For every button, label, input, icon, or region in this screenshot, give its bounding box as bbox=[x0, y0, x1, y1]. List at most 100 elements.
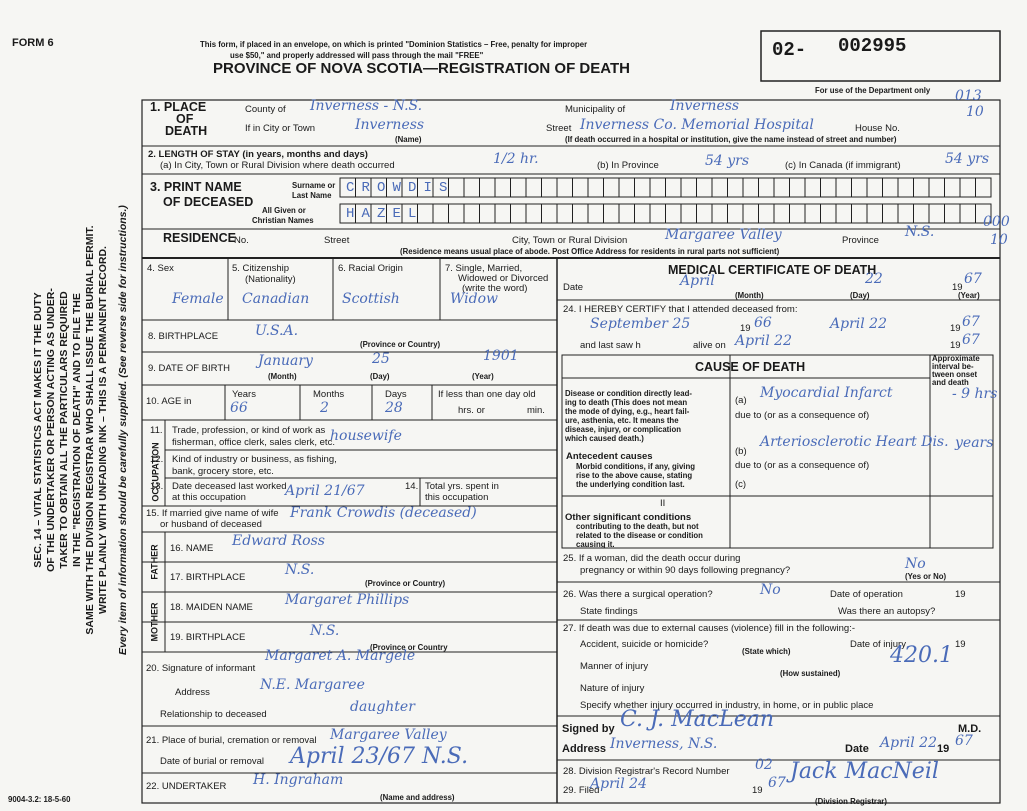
letter-box bbox=[541, 177, 558, 198]
letter-box bbox=[975, 177, 992, 198]
heading-2: OF bbox=[176, 112, 194, 126]
letter-box bbox=[866, 203, 883, 224]
letter-box bbox=[804, 177, 821, 198]
heading: MEDICAL CERTIFICATE OF DEATH bbox=[668, 263, 877, 277]
registrar: Jack MacNeil bbox=[790, 759, 939, 784]
letter-box bbox=[882, 203, 899, 224]
title: PROVINCE OF NOVA SCOTIA—REGISTRATION OF … bbox=[213, 60, 630, 77]
interval: tween onset bbox=[932, 370, 978, 379]
letter-box bbox=[773, 203, 790, 224]
surname-label-2: Last Name bbox=[292, 191, 332, 200]
street-label: Street bbox=[324, 235, 350, 246]
industry-2: bank, grocery store, etc. bbox=[172, 466, 274, 477]
label-2: or husband of deceased bbox=[160, 519, 262, 530]
month-caption: (Month) bbox=[735, 291, 764, 300]
province-label: Province bbox=[842, 235, 879, 246]
given-label-2: Christian Names bbox=[252, 216, 314, 225]
city: Inverness bbox=[355, 117, 425, 133]
letter-box bbox=[851, 203, 868, 224]
address-label: Address bbox=[175, 687, 210, 698]
min: min. bbox=[527, 405, 545, 416]
county: Inverness - N.S. bbox=[310, 98, 423, 114]
year-caption: (Year) bbox=[472, 372, 494, 381]
date-label: 9. DATE OF BIRTH bbox=[148, 363, 230, 374]
record: 02 bbox=[755, 757, 773, 773]
md: M.D. bbox=[958, 723, 982, 735]
manner-label: Manner of injury bbox=[580, 661, 649, 672]
pregnancy-2: pregnancy or within 90 days following pr… bbox=[580, 565, 791, 576]
side-line: SEC. 14 – VITAL STATISTICS ACT MAKES IT … bbox=[32, 292, 44, 568]
place-label: 21. Place of burial, cremation or remova… bbox=[146, 735, 317, 746]
citizenship: Canadian bbox=[242, 291, 310, 307]
autopsy-label: Was there an autopsy? bbox=[838, 606, 936, 617]
heading-3: DEATH bbox=[165, 124, 208, 138]
op-year-prefix: 19 bbox=[955, 589, 966, 600]
specify-label: Specify whether injury occurred in indus… bbox=[580, 700, 874, 711]
dept-codes: 10 bbox=[966, 104, 984, 120]
month: April bbox=[680, 273, 715, 289]
signature-label: 20. Signature of informant bbox=[146, 663, 256, 674]
letter-box bbox=[928, 177, 945, 198]
date-year: 67 bbox=[955, 733, 973, 749]
other: related to the disease or condition bbox=[576, 531, 703, 540]
relationship: daughter bbox=[350, 699, 415, 715]
notice-2: use $50," and properly addressed will pa… bbox=[230, 51, 484, 60]
due-1: due to (or as a consequence of) bbox=[735, 410, 870, 421]
letter-box bbox=[510, 177, 527, 198]
c-label: (c) bbox=[735, 479, 747, 490]
heading-2: OF DECEASED bbox=[163, 195, 254, 209]
injury-year-prefix: 19 bbox=[955, 639, 966, 650]
b: Arteriosclerotic Heart Dis. bbox=[760, 434, 949, 450]
letter-box bbox=[897, 177, 914, 198]
letter-box bbox=[572, 177, 589, 198]
letter-box bbox=[680, 203, 697, 224]
years-label: Years bbox=[232, 389, 256, 400]
letter-box bbox=[665, 203, 682, 224]
label-1: 15. If married give name of wife bbox=[146, 508, 279, 519]
industry-1: Kind of industry or business, as fishing… bbox=[172, 454, 337, 465]
form: FORM 6 bbox=[12, 37, 54, 49]
letter-box bbox=[696, 177, 713, 198]
letter-box bbox=[944, 177, 961, 198]
letter-box bbox=[727, 177, 744, 198]
year: 67 bbox=[964, 271, 982, 287]
total-2: this occupation bbox=[425, 492, 489, 503]
letter-box bbox=[758, 203, 775, 224]
number-box bbox=[760, 30, 1001, 82]
city-label: If in City or Town bbox=[245, 123, 316, 134]
signed: C. J. MacLean bbox=[620, 707, 775, 732]
letter-box bbox=[820, 203, 837, 224]
from: September 25 bbox=[590, 316, 691, 332]
address: Inverness, N.S. bbox=[610, 736, 718, 752]
month-caption: (Month) bbox=[268, 372, 297, 381]
roman-2: II bbox=[660, 498, 666, 509]
dept-codes: 000 bbox=[983, 214, 1010, 230]
citizenship-label: 5. Citizenship bbox=[232, 263, 290, 274]
status-label-2: Widowed or Divorced bbox=[458, 273, 549, 284]
interval: interval be- bbox=[932, 362, 974, 371]
caption: (Name and address) bbox=[380, 793, 455, 802]
heading: RESIDENCE bbox=[163, 231, 236, 245]
letter-box bbox=[525, 203, 542, 224]
letter-box bbox=[975, 203, 992, 224]
letter-box bbox=[541, 203, 558, 224]
municipality-label: Municipality of bbox=[565, 104, 626, 115]
letter-box bbox=[587, 203, 604, 224]
operation: No bbox=[760, 582, 781, 598]
letter-box bbox=[572, 203, 589, 224]
last-year: 67 bbox=[962, 332, 980, 348]
direct: the mode of dying, e.g., heart fail- bbox=[565, 407, 690, 416]
from-year-prefix: 19 bbox=[740, 323, 751, 334]
heading: FATHER bbox=[149, 544, 160, 580]
no-label: No. bbox=[234, 235, 249, 246]
side-instructions: SEC. 14 – VITAL STATISTICS ACT MAKES IT … bbox=[32, 90, 130, 770]
day: 22 bbox=[865, 271, 883, 287]
antecedent: rise to the above cause, stating bbox=[576, 471, 693, 480]
place-label: 8. BIRTHPLACE bbox=[148, 331, 219, 342]
last-seen-label-1: and last saw h bbox=[580, 340, 641, 351]
months: 2 bbox=[320, 400, 329, 416]
letter-box bbox=[835, 203, 852, 224]
letter-box bbox=[510, 203, 527, 224]
